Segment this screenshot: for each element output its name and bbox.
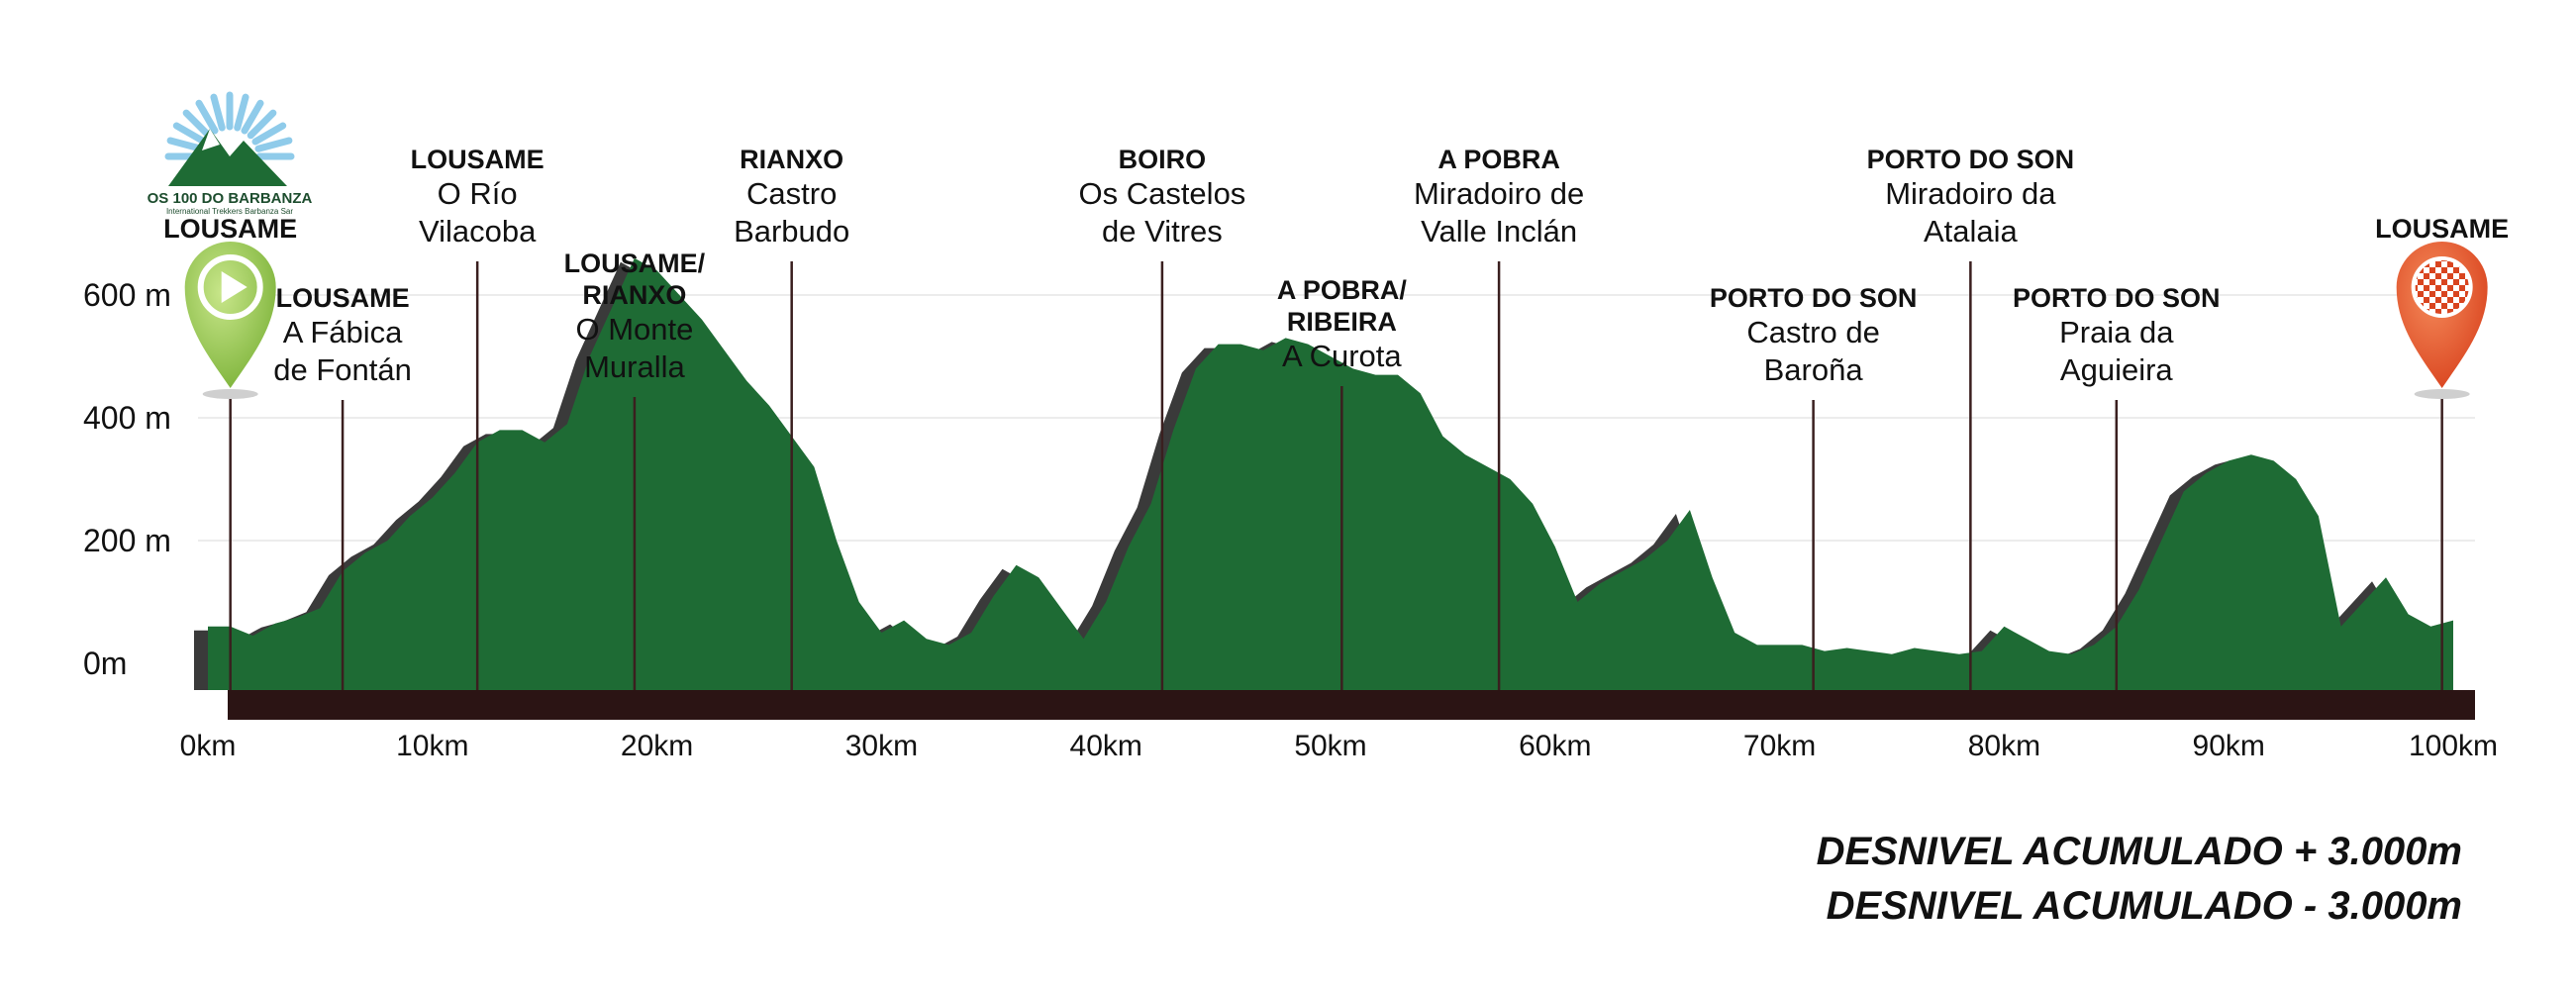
waypoint-place: Os Castelos: [1078, 176, 1245, 211]
waypoint-place: de Fontán: [273, 352, 412, 387]
logo-subtitle: International Trekkers Barbanza Sar: [166, 207, 293, 216]
waypoint-place: Barbudo: [734, 214, 849, 249]
waypoint-place: Valle Inclán: [1421, 214, 1577, 249]
waypoint-place: Atalaia: [1924, 214, 2019, 249]
y-tick-label: 600 m: [83, 277, 171, 313]
x-tick-label: 90km: [2193, 730, 2265, 762]
waypoint-place: Baroña: [1764, 352, 1864, 387]
checkered-flag-icon: [2411, 256, 2473, 318]
waypoint-place: de Vitres: [1102, 214, 1223, 249]
logo-name: OS 100 DO BARBANZA: [148, 190, 313, 207]
waypoint-town: LOUSAME: [2375, 214, 2509, 244]
event-logo: OS 100 DO BARBANZA International Trekker…: [148, 91, 313, 216]
waypoint-town: PORTO DO SON: [1867, 145, 2075, 174]
waypoint-markers: [229, 261, 2443, 690]
start-finish-pins: [184, 242, 2488, 399]
waypoint-town: RIANXO: [582, 280, 686, 310]
waypoint-town: RIANXO: [740, 145, 843, 174]
waypoint-town: RIBEIRA: [1287, 307, 1397, 337]
x-tick-label: 20km: [621, 730, 693, 762]
waypoint-place: Miradoiro de: [1414, 176, 1584, 211]
x-tick-label: 80km: [1968, 730, 2040, 762]
waypoint-town: LOUSAME: [411, 145, 545, 174]
waypoint-place: Aguieira: [2060, 352, 2173, 387]
elevation-loss-summary: DESNIVEL ACUMULADO - 3.000m: [1826, 884, 2462, 928]
y-tick-label: 200 m: [83, 523, 171, 558]
x-tick-label: 50km: [1294, 730, 1366, 762]
waypoint-town: A POBRA/: [1277, 275, 1408, 305]
waypoint-place: Castro de: [1746, 315, 1879, 349]
waypoint-place: A Fábica: [283, 315, 403, 349]
x-tick-label: 30km: [845, 730, 918, 762]
x-tick-label: 100km: [2409, 730, 2498, 762]
start-pin-icon: [184, 242, 276, 399]
x-axis-tick-labels: 0km 10km 20km 30km 40km 50km 60km 70km 80km 90km 1…: [180, 730, 2498, 762]
finish-pin-icon: [2396, 242, 2488, 399]
x-tick-label: 70km: [1743, 730, 1816, 762]
y-axis-tick-labels: 0m 200 m 400 m 600 m: [83, 277, 171, 681]
waypoint-place: A Curota: [1282, 339, 1402, 373]
x-tick-label: 0km: [180, 730, 237, 762]
y-tick-label: 400 m: [83, 400, 171, 436]
x-tick-label: 60km: [1519, 730, 1591, 762]
x-tick-label: 10km: [396, 730, 468, 762]
sun-rays-icon: [164, 91, 295, 160]
waypoint-town: A POBRA: [1437, 145, 1560, 174]
waypoint-place: Praia da: [2059, 315, 2174, 349]
waypoint-town: BOIRO: [1119, 145, 1207, 174]
waypoint-place: Muralla: [584, 349, 685, 384]
snow-cap-icon: [202, 129, 220, 150]
waypoint-town: LOUSAME: [163, 214, 297, 244]
waypoint-town: LOUSAME: [276, 283, 410, 313]
waypoint-town: PORTO DO SON: [2013, 283, 2221, 313]
waypoint-place: Miradoiro da: [1885, 176, 2056, 211]
waypoint-place: Vilacoba: [419, 214, 537, 249]
play-icon: [221, 271, 248, 303]
y-tick-label: 0m: [83, 646, 127, 681]
waypoint-town: LOUSAME/: [564, 249, 706, 278]
waypoint-place: Castro: [746, 176, 837, 211]
elevation-gain-summary: DESNIVEL ACUMULADO + 3.000m: [1816, 830, 2462, 873]
route-baseline-bar: [228, 690, 2475, 720]
waypoint-place: O Río: [438, 176, 518, 211]
x-tick-label: 40km: [1070, 730, 1142, 762]
mountain-icon: [168, 129, 287, 186]
waypoint-town: PORTO DO SON: [1710, 283, 1918, 313]
waypoint-place: O Monte: [575, 312, 693, 347]
elevation-profile-area: [208, 257, 2453, 690]
